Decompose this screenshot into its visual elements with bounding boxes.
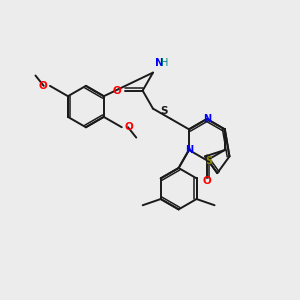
Text: N: N <box>203 114 211 124</box>
Text: S: S <box>206 155 213 166</box>
Text: H: H <box>161 58 169 68</box>
Text: O: O <box>38 81 47 91</box>
Text: O: O <box>125 122 134 132</box>
Text: N: N <box>185 145 193 155</box>
Text: S: S <box>160 106 168 116</box>
Text: N: N <box>155 58 164 68</box>
Text: O: O <box>202 176 211 186</box>
Text: O: O <box>113 85 122 96</box>
